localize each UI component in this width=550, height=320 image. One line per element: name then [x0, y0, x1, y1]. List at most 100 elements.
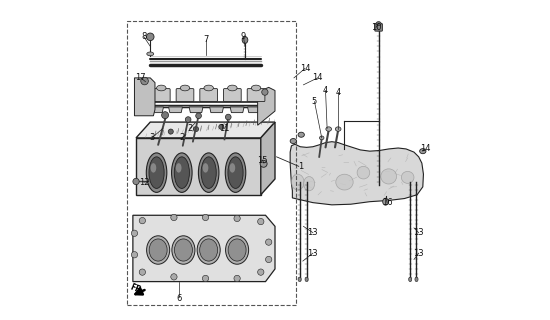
Ellipse shape: [147, 236, 169, 264]
Ellipse shape: [298, 277, 301, 282]
Text: 6: 6: [176, 294, 182, 303]
Circle shape: [266, 256, 272, 263]
Circle shape: [139, 269, 146, 275]
Text: 4: 4: [323, 86, 328, 95]
Ellipse shape: [376, 22, 381, 26]
Text: 2: 2: [187, 124, 192, 133]
Ellipse shape: [202, 163, 208, 172]
Circle shape: [257, 219, 264, 225]
Text: 3: 3: [149, 133, 155, 142]
FancyBboxPatch shape: [176, 89, 194, 101]
Ellipse shape: [242, 36, 248, 44]
Polygon shape: [257, 87, 275, 125]
Ellipse shape: [197, 236, 220, 264]
Ellipse shape: [228, 157, 243, 188]
Ellipse shape: [290, 139, 296, 144]
Polygon shape: [261, 122, 275, 195]
Circle shape: [262, 89, 268, 95]
Text: 12: 12: [139, 178, 149, 187]
Ellipse shape: [304, 177, 315, 191]
Text: 13: 13: [307, 228, 318, 237]
Ellipse shape: [402, 172, 414, 183]
Text: 14: 14: [300, 64, 310, 73]
FancyBboxPatch shape: [223, 89, 241, 101]
Circle shape: [234, 275, 240, 282]
Ellipse shape: [305, 277, 308, 282]
Ellipse shape: [172, 153, 192, 192]
FancyBboxPatch shape: [247, 89, 265, 101]
Ellipse shape: [176, 163, 182, 172]
Ellipse shape: [204, 85, 213, 91]
Circle shape: [234, 215, 240, 221]
Ellipse shape: [146, 153, 167, 192]
Circle shape: [170, 214, 177, 221]
Ellipse shape: [157, 85, 166, 91]
Ellipse shape: [357, 166, 370, 179]
Circle shape: [168, 129, 173, 134]
Text: 4: 4: [336, 88, 341, 97]
Polygon shape: [189, 107, 203, 113]
Circle shape: [133, 178, 139, 185]
Ellipse shape: [381, 169, 397, 184]
Ellipse shape: [172, 236, 195, 264]
Circle shape: [266, 239, 272, 245]
Ellipse shape: [420, 148, 426, 154]
Ellipse shape: [180, 85, 190, 91]
Ellipse shape: [326, 127, 332, 131]
Text: 13: 13: [414, 249, 424, 258]
Circle shape: [196, 113, 201, 119]
Text: 14: 14: [420, 144, 430, 154]
Ellipse shape: [415, 277, 418, 282]
Circle shape: [170, 274, 177, 280]
Ellipse shape: [149, 157, 164, 188]
Ellipse shape: [298, 132, 304, 137]
Ellipse shape: [229, 163, 235, 172]
Ellipse shape: [251, 85, 261, 91]
Bar: [126, 21, 295, 305]
Ellipse shape: [149, 239, 167, 261]
Circle shape: [131, 230, 138, 236]
Text: 14: 14: [312, 73, 323, 82]
Ellipse shape: [200, 239, 218, 261]
Circle shape: [226, 114, 231, 120]
Ellipse shape: [199, 153, 219, 192]
Circle shape: [260, 160, 267, 167]
Text: 15: 15: [257, 156, 268, 164]
FancyBboxPatch shape: [375, 24, 382, 31]
Circle shape: [257, 269, 264, 275]
Polygon shape: [133, 215, 275, 282]
Text: 13: 13: [414, 228, 424, 237]
Text: 16: 16: [382, 198, 393, 207]
Ellipse shape: [174, 239, 192, 261]
Ellipse shape: [226, 153, 246, 192]
Ellipse shape: [151, 163, 156, 172]
Circle shape: [162, 112, 168, 119]
Ellipse shape: [201, 157, 216, 188]
FancyBboxPatch shape: [200, 89, 217, 101]
Polygon shape: [248, 107, 261, 113]
Circle shape: [219, 124, 224, 129]
Text: 8: 8: [141, 32, 147, 41]
Ellipse shape: [336, 127, 341, 131]
Polygon shape: [134, 78, 155, 116]
Polygon shape: [150, 107, 163, 113]
Polygon shape: [136, 122, 275, 138]
Polygon shape: [136, 138, 261, 195]
Circle shape: [146, 33, 154, 41]
Ellipse shape: [226, 236, 249, 264]
FancyBboxPatch shape: [152, 89, 170, 101]
Polygon shape: [168, 107, 183, 113]
Polygon shape: [230, 107, 244, 113]
Ellipse shape: [292, 174, 304, 190]
Text: 17: 17: [135, 73, 146, 82]
Text: 13: 13: [307, 249, 318, 258]
Ellipse shape: [174, 157, 189, 188]
Polygon shape: [210, 107, 223, 113]
Circle shape: [202, 214, 208, 221]
Circle shape: [141, 77, 149, 85]
Circle shape: [202, 275, 208, 282]
Text: 11: 11: [219, 124, 230, 133]
Polygon shape: [290, 142, 424, 205]
Ellipse shape: [228, 239, 246, 261]
Text: 7: 7: [203, 36, 208, 44]
